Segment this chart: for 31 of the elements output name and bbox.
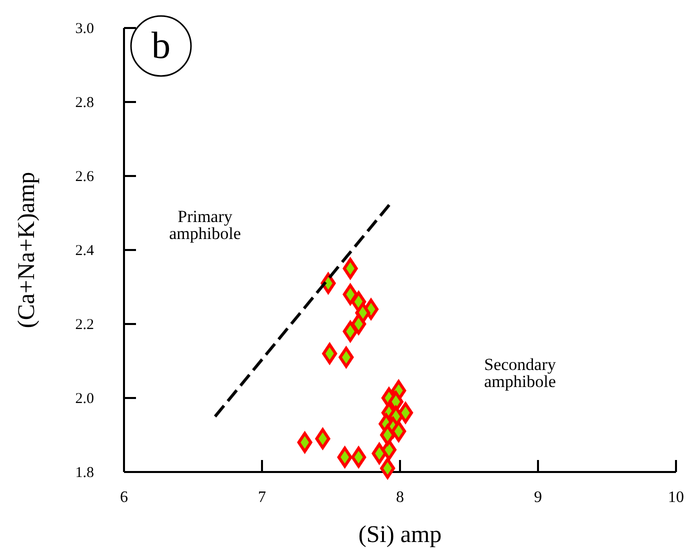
y-tick-label: 1.8 xyxy=(75,465,94,481)
point xyxy=(391,420,406,442)
point xyxy=(342,258,358,279)
annotation: Primary amphibole xyxy=(169,207,241,243)
y-tick-label: 2.0 xyxy=(75,391,94,407)
point xyxy=(351,314,366,334)
point xyxy=(380,458,396,479)
x-axis-title: (Si) amp xyxy=(358,522,442,548)
point xyxy=(322,343,338,364)
y-tick-label: 2.2 xyxy=(75,317,94,333)
y-tick-label: 2.6 xyxy=(75,169,94,185)
y-tick-label: 2.8 xyxy=(75,95,94,111)
point xyxy=(342,320,358,342)
point xyxy=(351,446,366,468)
x-tick-label: 7 xyxy=(258,489,266,506)
annotation: Secondary amphibole xyxy=(484,355,556,391)
y-tick-label: 2.4 xyxy=(75,243,94,259)
point xyxy=(372,443,387,464)
x-tick-label: 10 xyxy=(668,489,684,506)
point xyxy=(398,402,414,424)
y-tick-label: 3.0 xyxy=(75,21,94,37)
y-axis-title: (Ca+Na+K)amp xyxy=(14,172,40,328)
x-tick-label: 9 xyxy=(534,489,542,506)
x-tick-label: 8 xyxy=(396,489,404,506)
point xyxy=(337,446,352,468)
point xyxy=(297,432,312,453)
point xyxy=(338,346,354,368)
point xyxy=(315,428,330,450)
chart-title: b xyxy=(152,25,170,67)
x-tick-label: 6 xyxy=(120,489,128,506)
point xyxy=(342,284,358,305)
